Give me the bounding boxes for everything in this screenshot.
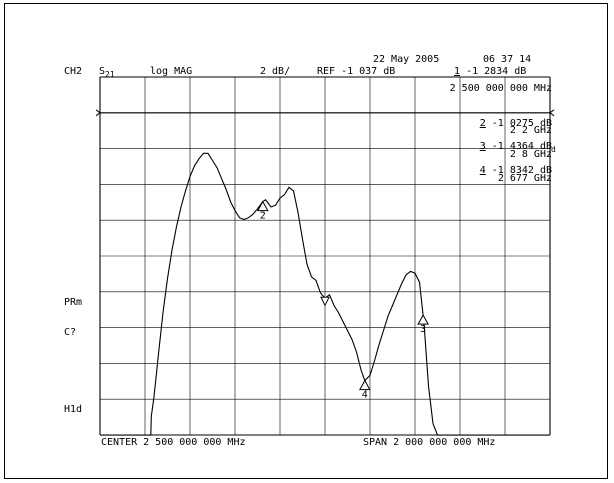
scale-label: 2 dB/ bbox=[260, 66, 291, 77]
center-frequency-label: CENTER 2 500 000 000 MHz bbox=[101, 437, 246, 448]
marker1-readout: 1 -1 2834 dB bbox=[454, 67, 526, 77]
param-main: S bbox=[99, 66, 106, 77]
marker3-num: 3 bbox=[479, 141, 486, 152]
span-label: SPAN 2 000 000 000 MHz bbox=[363, 437, 496, 448]
marker2-freq: 2 2 GHz bbox=[509, 125, 552, 136]
s21-trace bbox=[100, 152, 550, 436]
marker4-num: 4 bbox=[479, 165, 486, 176]
marker-3-label: 3 bbox=[420, 324, 426, 335]
ref-tick-right bbox=[549, 109, 555, 117]
marker2-value: -1 0275 dB bbox=[491, 118, 552, 129]
ref-tick-left bbox=[95, 109, 101, 117]
marker-4-label: 4 bbox=[362, 390, 368, 401]
channel-label: CH2 bbox=[64, 66, 83, 77]
marker3-freq: 2 8 GHz bbox=[509, 149, 552, 160]
marker4-value: -1 8342 dB bbox=[491, 165, 552, 176]
marker-1-active-symbol bbox=[320, 296, 330, 307]
marker-2-symbol bbox=[256, 200, 269, 212]
marker2-readout: 2 -1 0275 dB bbox=[480, 119, 552, 129]
marker-2-label: 2 bbox=[260, 211, 266, 222]
marker1-value: -1 2834 dB bbox=[466, 66, 527, 77]
marker1-num: 1 bbox=[454, 66, 461, 77]
marker-3-symbol bbox=[417, 314, 429, 325]
marker-4-symbol bbox=[358, 379, 371, 391]
correction-label: C? bbox=[64, 327, 77, 338]
reference-ticks bbox=[95, 109, 555, 117]
param-sub: 21 bbox=[105, 70, 115, 79]
format-label: log MAG bbox=[150, 66, 193, 77]
marker2-num: 2 bbox=[479, 118, 486, 129]
param-label: S21 bbox=[99, 66, 115, 80]
marker-symbols: 2 3 4 bbox=[256, 200, 429, 401]
time-label: 06 37 14 bbox=[483, 54, 532, 65]
date-label: 22 May 2005 bbox=[373, 54, 440, 65]
delta-marker-label: d bbox=[551, 145, 556, 154]
instrument-frame bbox=[4, 3, 608, 479]
ref-label: REF -1 037 dB bbox=[317, 66, 396, 77]
marker3-readout: 3 -1 4364 dB bbox=[480, 142, 552, 152]
hold-label: H1d bbox=[64, 404, 83, 415]
marker4-freq: 2 677 GHz bbox=[497, 173, 552, 184]
marker4-readout: 4 -1 8342 dB bbox=[480, 166, 552, 176]
graticule bbox=[99, 76, 551, 436]
marker3-value: -1 4364 dB bbox=[491, 141, 552, 152]
prm-label: PRm bbox=[64, 297, 83, 308]
marker1-freq: 2 500 000 000 MHz bbox=[449, 83, 552, 94]
